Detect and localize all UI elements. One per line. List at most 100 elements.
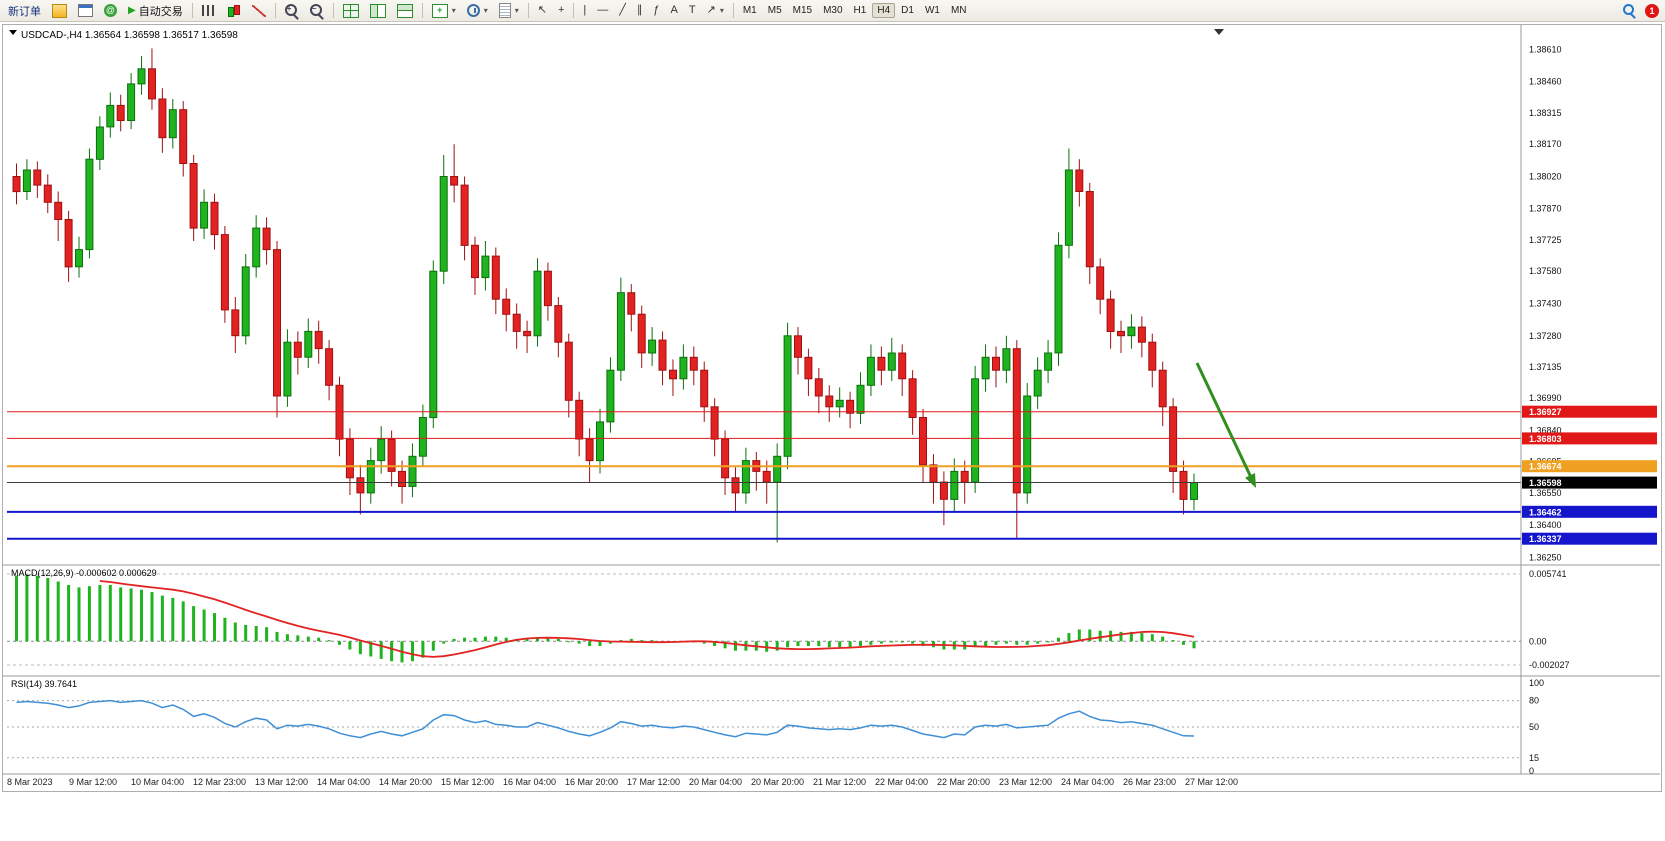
crosshair-tool-button[interactable]: + [553, 1, 569, 21]
tile-windows-icon [342, 3, 359, 18]
period-clock-icon [466, 4, 480, 17]
bar-chart-icon [201, 5, 216, 16]
svg-text:10 Mar 04:00: 10 Mar 04:00 [131, 777, 184, 787]
timeframe-mn-button[interactable]: MN [950, 5, 967, 16]
svg-text:22 Mar 04:00: 22 Mar 04:00 [875, 777, 928, 787]
timeframe-d1-button[interactable]: D1 [901, 5, 914, 16]
toolbar-separator [191, 3, 193, 18]
timeframe-m5-button[interactable]: M5 [767, 5, 782, 16]
chart-window: 1.38610 1.38460 1.38315 1.38170 1.38020 1.378… [2, 24, 1662, 792]
timeframe-m1-button[interactable]: M1 [742, 5, 757, 16]
line-chart-button[interactable] [247, 1, 271, 21]
svg-text:20 Mar 04:00: 20 Mar 04:00 [689, 777, 742, 787]
candlestick-chart-button[interactable] [222, 1, 246, 21]
vertical-line-icon: | [583, 4, 587, 16]
trendline-tool-button[interactable]: ╱ [614, 1, 631, 21]
svg-text:21 Mar 12:00: 21 Mar 12:00 [813, 777, 866, 787]
svg-text:1.37870: 1.37870 [1529, 204, 1562, 214]
autotrading-label: 自动交易 [138, 5, 183, 18]
new-chart-window-button[interactable] [73, 1, 98, 21]
svg-text:1.37280: 1.37280 [1529, 331, 1562, 341]
tile-windows-button[interactable] [338, 1, 364, 21]
svg-text:1.36250: 1.36250 [1529, 552, 1562, 562]
new-chart-window-icon [78, 4, 93, 17]
minus-glyph: − [311, 3, 317, 13]
macd-signal-line [99, 580, 1195, 658]
market-depth-button[interactable] [47, 1, 72, 21]
template-dropdown[interactable]: ▾ [494, 1, 524, 21]
cursor-icon: ↖ [537, 4, 547, 16]
svg-text:1.36990: 1.36990 [1529, 393, 1562, 403]
toolbar-separator [527, 3, 529, 18]
chart-shift-marker [1214, 29, 1224, 35]
svg-text:1.36550: 1.36550 [1529, 488, 1562, 498]
shapes-dropdown[interactable]: ↗ ▾ [702, 1, 729, 21]
autotrading-play-icon: ▶ [128, 5, 136, 16]
notification-badge[interactable]: 1 [1645, 3, 1659, 18]
fibonacci-tool-button[interactable]: ƒ [648, 1, 664, 21]
trendline-icon: ╱ [619, 4, 626, 16]
svg-text:1.36674: 1.36674 [1529, 462, 1562, 472]
svg-text:1.36337: 1.36337 [1529, 534, 1562, 544]
timeframe-h4-button[interactable]: H4 [872, 3, 896, 18]
svg-text:1.36400: 1.36400 [1529, 520, 1562, 530]
plus-glyph: + [286, 3, 292, 13]
zoom-in-button[interactable]: + [280, 1, 304, 21]
svg-text:50: 50 [1529, 722, 1539, 732]
rsi-line [16, 699, 1195, 739]
dropdown-arrow-icon: ▾ [451, 6, 456, 15]
zoom-out-button[interactable]: − [305, 1, 329, 21]
svg-text:15 Mar 12:00: 15 Mar 12:00 [441, 777, 494, 787]
fibonacci-icon: ƒ [653, 4, 660, 16]
shapes-icon: ↗ [706, 4, 716, 16]
new-chart-dropdown[interactable]: + ▾ [427, 1, 461, 21]
toolbar-separator [732, 3, 734, 18]
price-axis[interactable] [1521, 25, 1660, 774]
rsi-panel[interactable] [3, 677, 1521, 774]
timeframe-w1-button[interactable]: W1 [924, 5, 940, 16]
svg-text:23 Mar 12:00: 23 Mar 12:00 [999, 777, 1052, 787]
bar-chart-button[interactable] [197, 1, 221, 21]
toolbar-separator [332, 3, 334, 18]
tile-horizontal-button[interactable] [392, 1, 418, 21]
time-axis[interactable] [3, 774, 1521, 791]
macd-label: MACD(12,26,9) -0.000602 0.000629 [11, 568, 157, 578]
price-chart-area[interactable] [3, 25, 1521, 565]
svg-text:0.00: 0.00 [1529, 636, 1547, 646]
rsi-label: RSI(14) 39.7641 [11, 679, 77, 689]
trend-arrow-head [1245, 473, 1256, 488]
community-icon: @ [104, 4, 117, 17]
svg-text:9 Mar 12:00: 9 Mar 12:00 [69, 777, 117, 787]
cursor-tool-button[interactable]: ↖ [533, 1, 552, 21]
timeframe-m30-button[interactable]: M30 [823, 5, 843, 16]
label-tool-button[interactable]: T [684, 1, 701, 21]
trend-arrow [1195, 362, 1255, 483]
zoom-out-icon: − [309, 3, 324, 18]
search-button[interactable] [1618, 1, 1641, 21]
line-chart-icon [251, 4, 266, 17]
crosshair-icon: + [557, 4, 565, 16]
timeframe-h1-button[interactable]: H1 [853, 5, 867, 16]
svg-text:1.37725: 1.37725 [1529, 235, 1562, 245]
market-depth-icon [52, 3, 67, 18]
tile-horizontal-icon [396, 3, 413, 18]
text-tool-button[interactable]: A [666, 1, 683, 21]
timeframe-m15-button[interactable]: M15 [792, 5, 813, 16]
new-chart-plus-icon: + [431, 3, 448, 18]
horizontal-line-tool-button[interactable]: — [592, 1, 613, 21]
template-icon [498, 3, 511, 18]
svg-text:1.38020: 1.38020 [1529, 171, 1562, 181]
tile-vertical-icon [369, 3, 386, 18]
tile-vertical-button[interactable] [365, 1, 391, 21]
channel-tool-button[interactable]: ∥ [632, 1, 648, 21]
svg-text:27 Mar 12:00: 27 Mar 12:00 [1185, 777, 1238, 787]
new-order-button[interactable]: 新订单 [3, 1, 46, 21]
community-button[interactable]: @ [99, 1, 122, 21]
channel-icon: ∥ [636, 4, 643, 16]
macd-panel[interactable] [3, 566, 1521, 676]
period-dropdown[interactable]: ▾ [462, 1, 493, 21]
autotrading-button[interactable]: ▶ 自动交易 [123, 1, 188, 21]
toolbar-separator [421, 3, 423, 18]
svg-text:20 Mar 20:00: 20 Mar 20:00 [751, 777, 804, 787]
vertical-line-tool-button[interactable]: | [578, 1, 591, 21]
